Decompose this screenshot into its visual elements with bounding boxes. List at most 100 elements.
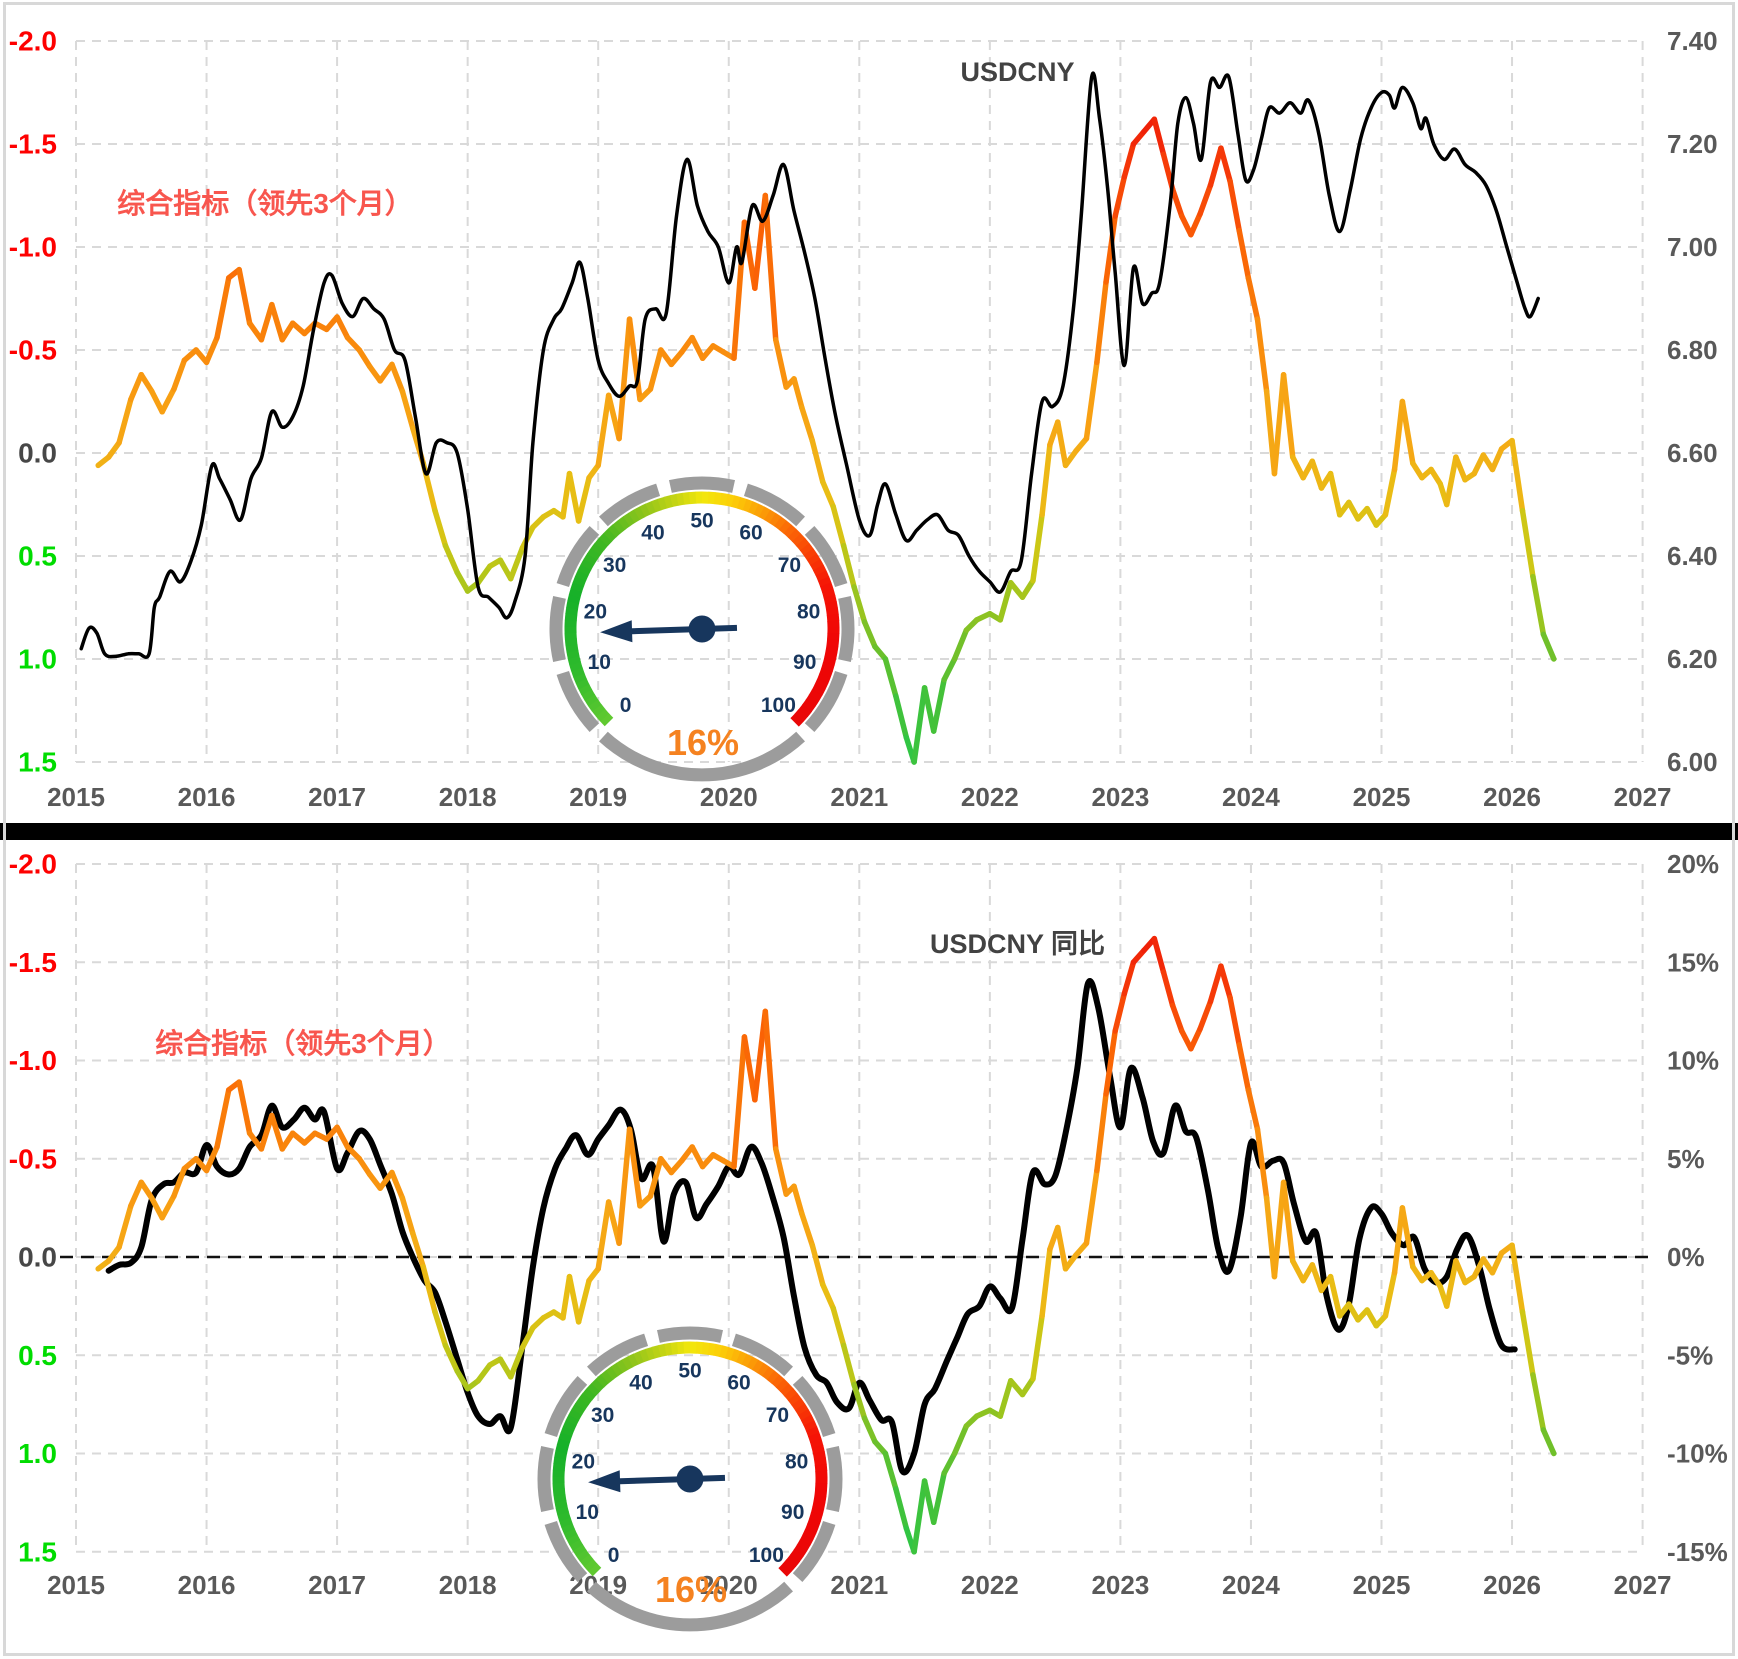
composite-indicator-line: [951, 1423, 970, 1457]
right-axis-tick: 0%: [1667, 1242, 1705, 1272]
composite-indicator-line: [105, 439, 122, 460]
gauge-tick-label: 40: [629, 1371, 652, 1394]
composite-indicator-line: [809, 437, 826, 485]
gauge-scale-arc: [586, 1382, 601, 1397]
gauge-tick-label: 60: [739, 521, 762, 544]
gauge-scale-arc: [695, 1341, 704, 1355]
top-chart-indicator-label: 综合指标（领先3个月）: [117, 188, 413, 219]
composite-indicator-line: [1112, 990, 1128, 1034]
left-axis-tick: -1.5: [9, 129, 57, 160]
composite-indicator-line: [762, 192, 779, 343]
gauge-scale-arc: [573, 672, 587, 684]
gauge-scale-arc: [552, 1488, 566, 1497]
composite-indicator-line: [159, 1193, 177, 1221]
gauge-scale-arc: [793, 1544, 808, 1557]
gauge-scale-arc: [809, 1512, 823, 1523]
x-axis-tick: 2019: [569, 782, 627, 812]
gauge-scale-arc: [800, 1414, 815, 1427]
gauge-scale-arc: [581, 688, 596, 701]
x-axis-tick: 2021: [830, 1570, 888, 1600]
gauge-scale-arc: [803, 1420, 818, 1432]
composite-indicator-line: [819, 1281, 836, 1311]
composite-indicator-line: [1327, 470, 1343, 518]
gauge-scale-arc: [825, 644, 839, 654]
gauge-scale-arc: [742, 498, 754, 513]
composite-indicator-line: [830, 1305, 847, 1349]
composite-indicator-line: [432, 1309, 449, 1349]
gauge-scale-arc: [645, 1346, 656, 1361]
gauge-scale-arc: [812, 1451, 826, 1460]
gauge-ring-segment: [804, 670, 848, 732]
gauge-scale-arc: [577, 564, 592, 576]
gauge-scale-arc: [556, 1437, 571, 1448]
composite-indicator-line: [1218, 963, 1233, 1001]
composite-indicator-line: [689, 1144, 706, 1170]
gauge-scale-arc: [808, 689, 823, 702]
gauge-scale-arc: [766, 1370, 780, 1384]
composite-indicator-line: [830, 503, 847, 549]
composite-indicator-line: [595, 1199, 612, 1272]
composite-indicator-line: [1471, 452, 1487, 477]
gauge-needle-shaft: [615, 1474, 726, 1485]
gauge-ring-segment: [838, 595, 855, 663]
gauge-scale-arc: [731, 495, 741, 509]
composite-indicator-line: [1007, 1378, 1026, 1398]
composite-indicator-line: [1519, 1309, 1536, 1378]
gauge-scale-arc: [824, 650, 838, 660]
gauge-scale-arc: [587, 547, 601, 561]
composite-indicator-line: [1103, 1028, 1118, 1097]
gauge-scale-arc: [575, 678, 590, 690]
gauge-scale-arc: [616, 1359, 629, 1374]
gauge-scale-arc: [826, 613, 840, 622]
gauge-scale-arc: [664, 1342, 673, 1356]
composite-indicator-line: [1327, 1273, 1343, 1319]
gauge-tick-label: 70: [778, 554, 801, 577]
gauge-scale-arc: [814, 678, 829, 691]
composite-indicator-line: [148, 1195, 165, 1221]
composite-indicator-line: [1271, 1179, 1287, 1280]
composite-indicator-line: [1519, 507, 1536, 580]
gauge-scale-arc: [812, 1500, 826, 1510]
usdcny-yoy-line: [105, 978, 1518, 1476]
gauge-scale-arc: [610, 1362, 624, 1377]
gauge-scale-arc: [805, 694, 820, 707]
composite-indicator-line: [882, 656, 899, 699]
composite-indicator-line: [1364, 1307, 1380, 1329]
composite-indicator-line: [334, 314, 351, 341]
composite-indicator-line: [997, 1378, 1014, 1419]
composite-indicator-line: [921, 1478, 937, 1526]
gauge-scale-arc: [572, 575, 587, 587]
composite-indicator-line: [159, 386, 177, 415]
composite-indicator-line: [1094, 279, 1109, 366]
x-axis-tick: 2021: [830, 782, 888, 812]
gauge-scale-arc: [787, 528, 802, 543]
gauge-scale-arc: [825, 607, 839, 616]
gauge-ring-segment: [804, 526, 848, 588]
gauge-scale-arc: [565, 1414, 580, 1426]
gauge-scale-arc: [639, 503, 651, 518]
composite-indicator-line: [389, 361, 406, 394]
gauge-scale-arc: [701, 1342, 710, 1355]
composite-indicator-line: [921, 685, 937, 734]
composite-indicator-line: [148, 388, 165, 415]
gauge-scale-arc: [575, 1397, 589, 1411]
composite-indicator-line: [658, 347, 675, 368]
composite-indicator-line: [893, 1486, 910, 1531]
composite-indicator-line: [799, 404, 816, 444]
composite-indicator-line: [1382, 1269, 1398, 1319]
composite-indicator-line: [1169, 1002, 1185, 1034]
composite-indicator-line: [566, 1273, 582, 1325]
gauge-needle-head: [588, 1470, 621, 1493]
gauge-scale-arc: [808, 1432, 822, 1443]
composite-indicator-line: [116, 396, 134, 446]
gauge-scale-arc: [771, 1374, 785, 1388]
gauge-scale-arc: [568, 1408, 583, 1421]
composite-indicator-line: [1444, 1258, 1459, 1309]
gauge-scale-arc: [583, 553, 598, 566]
composite-indicator-line: [616, 316, 633, 442]
composite-indicator-line: [1112, 174, 1128, 219]
left-axis-tick: -1.5: [9, 947, 57, 978]
gauge-ring-segment: [599, 731, 805, 782]
gauge-scale-arc: [811, 1444, 825, 1455]
composite-indicator-line: [1444, 454, 1459, 508]
